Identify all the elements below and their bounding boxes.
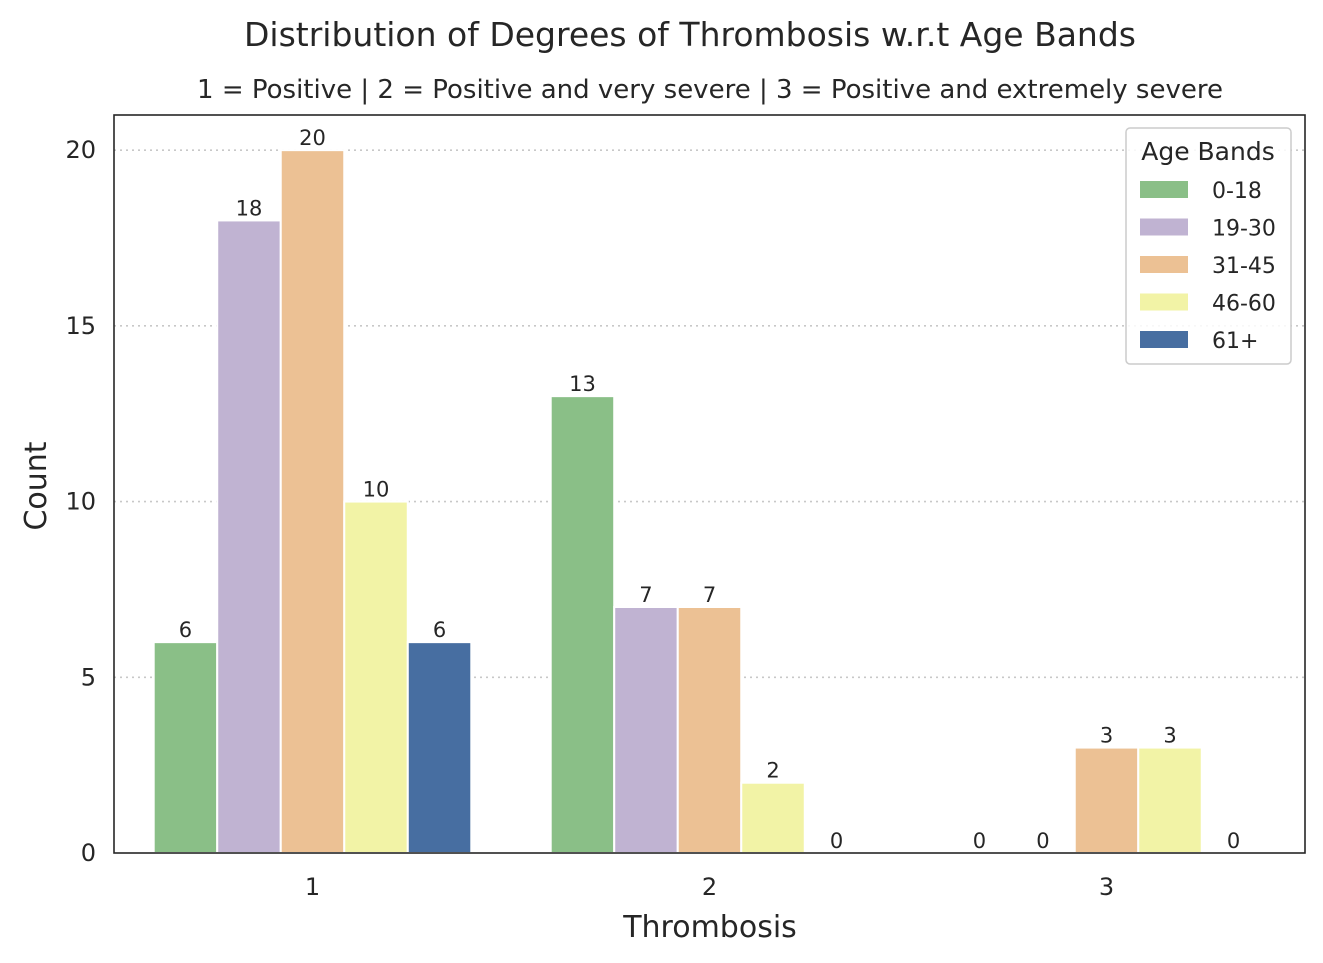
y-axis-label: Count xyxy=(19,441,54,530)
legend-label: 0-18 xyxy=(1212,179,1262,204)
legend-label: 19-30 xyxy=(1212,217,1276,242)
legend: Age Bands 0-18 19-30 31-45 46-60 61+ xyxy=(1125,127,1292,365)
bar-value-label: 18 xyxy=(236,196,263,220)
bar-31-45 xyxy=(676,606,743,854)
plot-frame xyxy=(113,114,1306,854)
bar-61+ xyxy=(406,641,473,855)
y-tick-label: 15 xyxy=(65,312,96,340)
y-tick-labels: 0 5 10 15 20 xyxy=(65,136,96,867)
x-axis-label: Thrombosis xyxy=(622,910,797,945)
bar-46-60 xyxy=(740,781,806,855)
bar-value-label: 20 xyxy=(299,126,326,150)
x-tick-labels: 1 2 3 xyxy=(305,873,1114,901)
legend-swatch xyxy=(1140,256,1188,273)
legend-swatch xyxy=(1140,218,1188,236)
y-tick-label: 10 xyxy=(65,488,96,516)
legend-title: Age Bands xyxy=(1141,137,1275,166)
bars xyxy=(152,149,1203,855)
legend-swatch xyxy=(1140,293,1188,311)
legend-swatch xyxy=(1140,181,1188,198)
legend-label: 31-45 xyxy=(1212,254,1276,279)
bar-value-label: 10 xyxy=(363,478,390,502)
y-tick-label: 20 xyxy=(65,136,96,164)
y-tick-label: 5 xyxy=(81,663,96,691)
bar-19-30 xyxy=(613,606,679,854)
bar-value-label: 0 xyxy=(1227,829,1240,853)
legend-label: 46-60 xyxy=(1212,292,1276,317)
bar-value-label: 0 xyxy=(830,829,843,853)
bar-19-30 xyxy=(216,219,282,854)
bar-value-label: 6 xyxy=(179,618,192,642)
bar-value-label: 0 xyxy=(1036,829,1049,853)
bar-31-45 xyxy=(279,149,346,854)
legend-swatch xyxy=(1140,331,1188,348)
bar-value-label: 0 xyxy=(973,829,986,853)
chart-title: Distribution of Degrees of Thrombosis w.… xyxy=(244,15,1136,54)
bar-value-label: 7 xyxy=(703,583,716,607)
bar-value-label: 13 xyxy=(569,372,596,396)
bar-31-45 xyxy=(1073,746,1140,854)
x-tick-label: 1 xyxy=(305,873,320,901)
x-tick-label: 2 xyxy=(702,873,717,901)
bar-value-label: 6 xyxy=(433,618,446,642)
chart-subtitle: 1 = Positive | 2 = Positive and very sev… xyxy=(197,75,1223,105)
x-tick-label: 3 xyxy=(1099,873,1114,901)
y-tick-label: 0 xyxy=(81,839,96,867)
legend-label: 61+ xyxy=(1212,329,1258,354)
bar-value-label: 7 xyxy=(639,583,652,607)
bar-0-18 xyxy=(152,641,219,855)
bar-value-label: 2 xyxy=(766,759,779,783)
bar-46-60 xyxy=(1137,746,1203,854)
bar-46-60 xyxy=(343,500,409,854)
bar-value-label: 3 xyxy=(1100,724,1113,748)
bar-0-18 xyxy=(549,395,616,854)
bar-value-label: 3 xyxy=(1163,724,1176,748)
